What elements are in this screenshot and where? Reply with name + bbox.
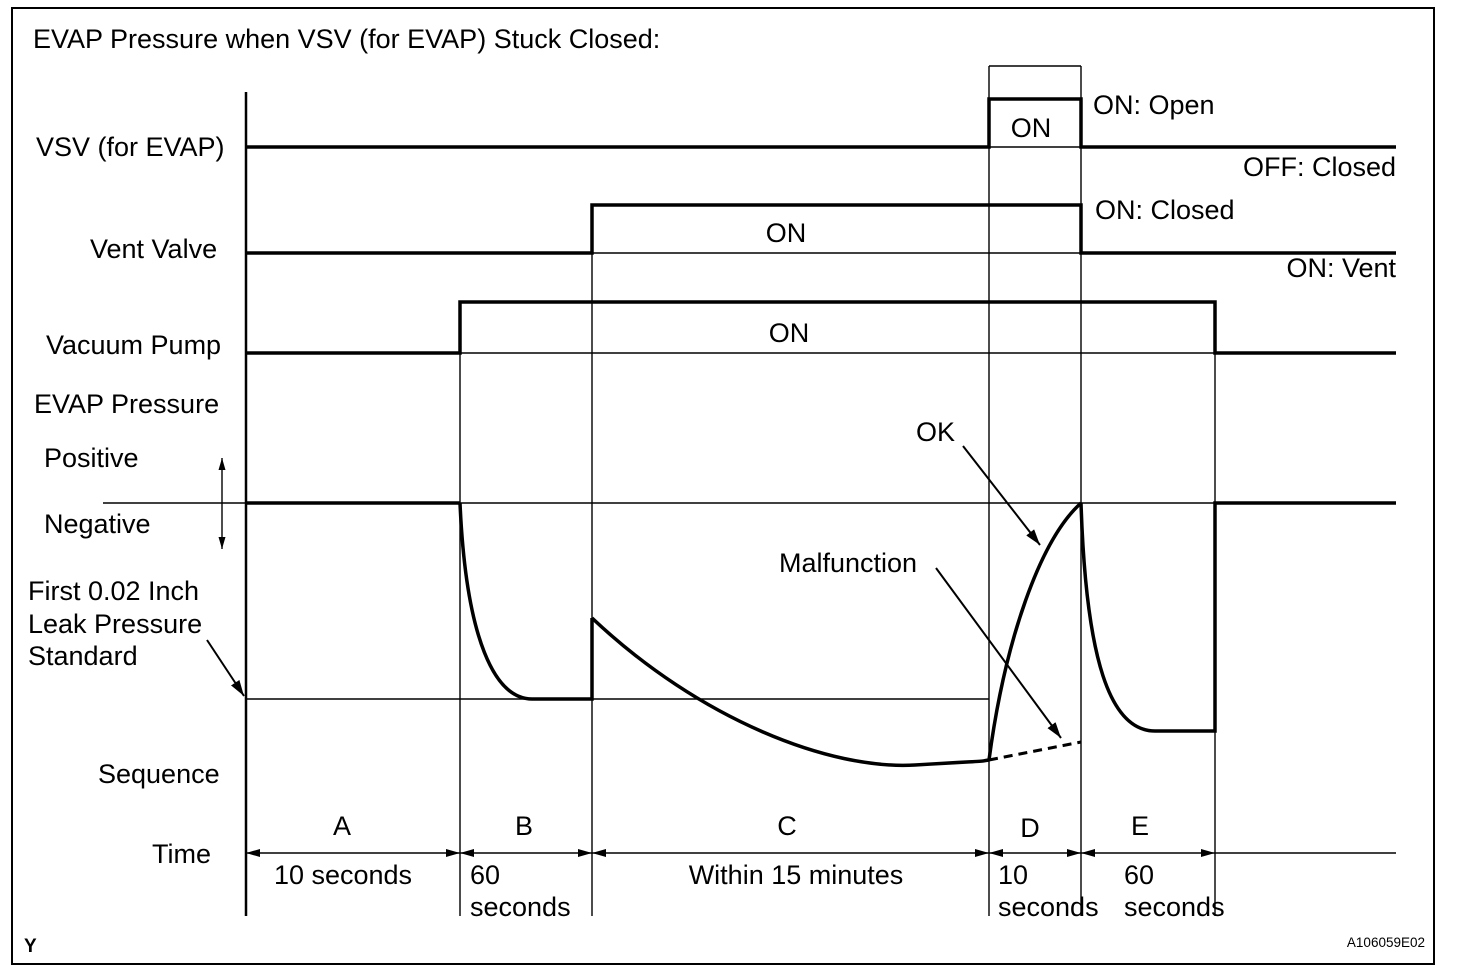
step-a-label: A — [333, 811, 351, 841]
pressure-trace-b — [458, 502, 594, 701]
positive-label: Positive — [44, 443, 139, 473]
figure-id: A106059E02 — [1347, 935, 1425, 950]
ok-label: OK — [916, 417, 955, 447]
step-b-time-line-1: 60 — [470, 860, 500, 890]
step-e-label: E — [1131, 811, 1149, 841]
vsv-row-label: VSV (for EVAP) — [36, 132, 225, 162]
step-c-time: Within 15 minutes — [689, 860, 904, 890]
sequence-row-label: Sequence — [98, 759, 220, 789]
vsv-signal-trace — [246, 97, 1396, 149]
standard-label-line-1: First 0.02 Inch — [28, 576, 199, 606]
step-d-time-line-1: 10 — [998, 860, 1028, 890]
pressure-trace-d-malfunction — [988, 740, 1082, 762]
pressure-trace-e — [1079, 501, 1396, 733]
ok-callout-arrow — [962, 445, 1041, 546]
pressure-trace-d-ok — [987, 501, 1083, 761]
step-b-label: B — [515, 811, 533, 841]
evap-pressure-row-label: EVAP Pressure — [34, 389, 219, 419]
standard-label-line-2: Leak Pressure — [28, 609, 202, 639]
vent-valve-high-state-label: ON: Closed — [1095, 195, 1235, 225]
vsv-on-label: ON — [1011, 113, 1052, 143]
vacuum-pump-signal-trace — [246, 300, 1396, 355]
diagram-title: EVAP Pressure when VSV (for EVAP) Stuck … — [33, 24, 660, 54]
malfunction-callout-arrow — [935, 567, 1062, 739]
step-a-time: 10 seconds — [274, 860, 412, 890]
vacuum-pump-row-label: Vacuum Pump — [46, 330, 221, 360]
standard-leader-arrow — [206, 639, 245, 697]
negative-label: Negative — [44, 509, 151, 539]
vent-valve-row-label: Vent Valve — [90, 234, 217, 264]
figure-frame — [11, 7, 1435, 965]
step-e-time-line-1: 60 — [1124, 860, 1154, 890]
vacuum-pump-on-label: ON — [769, 318, 810, 348]
malfunction-label: Malfunction — [779, 548, 917, 578]
standard-label-line-3: Standard — [28, 641, 138, 671]
pressure-trace-c — [590, 616, 990, 768]
vent-valve-signal-trace — [246, 203, 1396, 255]
vsv-low-state-label: OFF: Closed — [1243, 152, 1396, 182]
step-d-label: D — [1020, 813, 1040, 843]
step-c-label: C — [777, 811, 797, 841]
time-row-label: Time — [152, 839, 211, 869]
step-b-time-line-2: seconds — [470, 892, 571, 922]
vent-valve-low-state-label: ON: Vent — [1286, 253, 1396, 283]
corner-mark: Y — [24, 936, 37, 957]
step-d-time-line-2: seconds — [998, 892, 1099, 922]
vsv-high-state-label: ON: Open — [1093, 90, 1215, 120]
vent-valve-on-label: ON — [766, 218, 807, 248]
step-e-time-line-2: seconds — [1124, 892, 1225, 922]
